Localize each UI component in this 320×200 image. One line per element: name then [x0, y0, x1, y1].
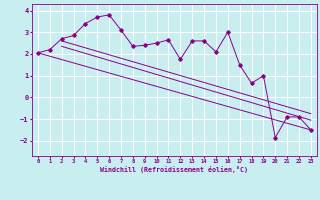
X-axis label: Windchill (Refroidissement éolien,°C): Windchill (Refroidissement éolien,°C) — [100, 166, 248, 173]
